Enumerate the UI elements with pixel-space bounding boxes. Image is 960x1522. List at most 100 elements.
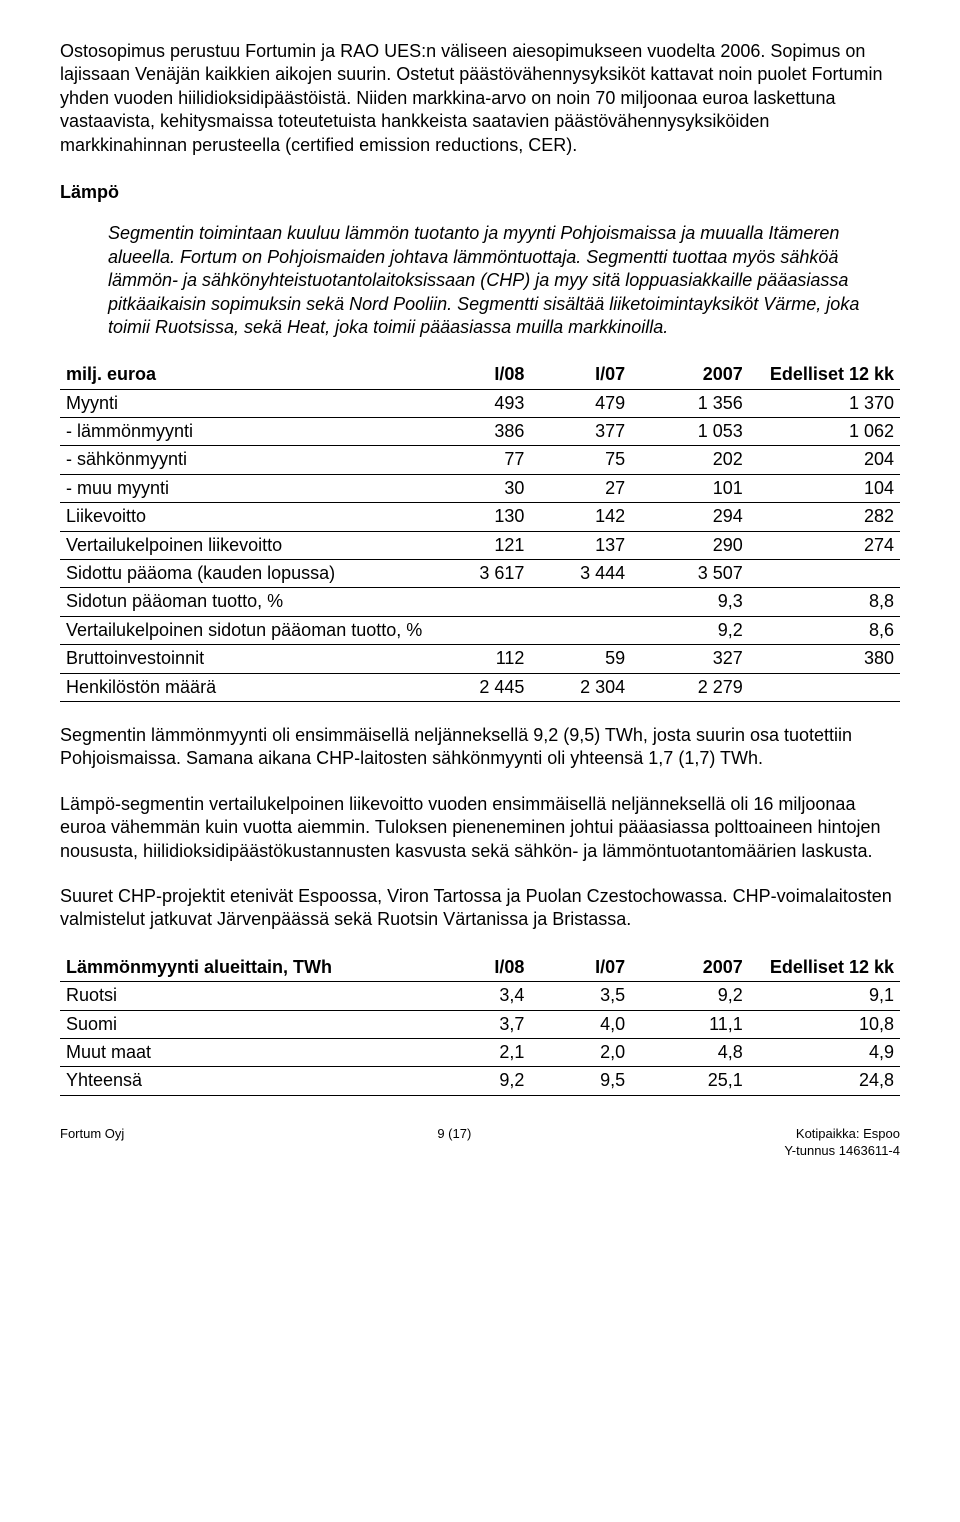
heat-sales-table: Lämmönmyynti alueittain, TWh I/08 I/07 2… — [60, 954, 900, 1096]
table-row: Sidotun pääoman tuotto, % 9,38,8 — [60, 588, 900, 616]
row-label: Sidottu pääoma (kauden lopussa) — [60, 560, 430, 588]
row-label: - sähkönmyynti — [60, 446, 430, 474]
table-row: Muut maat2,12,04,84,9 — [60, 1038, 900, 1066]
col-header: milj. euroa — [60, 361, 430, 389]
table-row: Henkilöstön määrä2 4452 3042 279 — [60, 673, 900, 701]
cell-value: 493 — [430, 389, 531, 417]
row-label: Vertailukelpoinen liikevoitto — [60, 531, 430, 559]
row-label: Liikevoitto — [60, 503, 430, 531]
col-header: Edelliset 12 kk — [749, 954, 900, 982]
cell-value: 11,1 — [631, 1010, 749, 1038]
col-header: 2007 — [631, 361, 749, 389]
table-row: Vertailukelpoinen sidotun pääoman tuotto… — [60, 616, 900, 644]
cell-value: 9,3 — [631, 588, 749, 616]
cell-value: 137 — [530, 531, 631, 559]
row-label: Myynti — [60, 389, 430, 417]
cell-value: 479 — [530, 389, 631, 417]
section-heading-lampo: Lämpö — [60, 181, 900, 204]
cell-value: 282 — [749, 503, 900, 531]
cell-value: 101 — [631, 474, 749, 502]
footer-right: Kotipaikka: Espoo Y-tunnus 1463611-4 — [784, 1126, 900, 1160]
cell-value: 25,1 — [631, 1067, 749, 1095]
cell-value: 204 — [749, 446, 900, 474]
cell-value: 59 — [530, 645, 631, 673]
page-footer: Fortum Oyj 9 (17) Kotipaikka: Espoo Y-tu… — [60, 1126, 900, 1160]
cell-value: 1 370 — [749, 389, 900, 417]
cell-value: 112 — [430, 645, 531, 673]
cell-value: 9,2 — [631, 616, 749, 644]
table-row: Ruotsi3,43,59,29,1 — [60, 982, 900, 1010]
cell-value: 1 062 — [749, 418, 900, 446]
cell-value: 4,9 — [749, 1038, 900, 1066]
cell-value: 3,5 — [530, 982, 631, 1010]
cell-value — [430, 588, 531, 616]
cell-value: 75 — [530, 446, 631, 474]
cell-value: 327 — [631, 645, 749, 673]
body-paragraph: Suuret CHP-projektit etenivät Espoossa, … — [60, 885, 900, 932]
footer-page-number: 9 (17) — [437, 1126, 471, 1160]
col-header: Lämmönmyynti alueittain, TWh — [60, 954, 430, 982]
col-header: Edelliset 12 kk — [749, 361, 900, 389]
cell-value: 1 053 — [631, 418, 749, 446]
cell-value: 2,1 — [430, 1038, 531, 1066]
cell-value: 202 — [631, 446, 749, 474]
intro-paragraph: Ostosopimus perustuu Fortumin ja RAO UES… — [60, 40, 900, 157]
cell-value: 3 444 — [530, 560, 631, 588]
body-paragraph: Segmentin lämmönmyynti oli ensimmäisellä… — [60, 724, 900, 771]
cell-value: 27 — [530, 474, 631, 502]
cell-value: 8,6 — [749, 616, 900, 644]
table-row: Sidottu pääoma (kauden lopussa)3 6173 44… — [60, 560, 900, 588]
col-header: I/07 — [530, 361, 631, 389]
row-label: Yhteensä — [60, 1067, 430, 1095]
cell-value: 377 — [530, 418, 631, 446]
table-row: Liikevoitto130142294282 — [60, 503, 900, 531]
cell-value — [530, 616, 631, 644]
cell-value: 294 — [631, 503, 749, 531]
body-paragraph: Lämpö-segmentin vertailukelpoinen liikev… — [60, 793, 900, 863]
table-row: Yhteensä9,29,525,124,8 — [60, 1067, 900, 1095]
footer-left: Fortum Oyj — [60, 1126, 124, 1160]
row-label: Vertailukelpoinen sidotun pääoman tuotto… — [60, 616, 430, 644]
cell-value: 10,8 — [749, 1010, 900, 1038]
cell-value: 2,0 — [530, 1038, 631, 1066]
col-header: I/08 — [430, 361, 531, 389]
cell-value: 130 — [430, 503, 531, 531]
cell-value: 3 507 — [631, 560, 749, 588]
cell-value: 8,8 — [749, 588, 900, 616]
table-header-row: Lämmönmyynti alueittain, TWh I/08 I/07 2… — [60, 954, 900, 982]
cell-value: 3 617 — [430, 560, 531, 588]
cell-value — [530, 588, 631, 616]
row-label: - lämmönmyynti — [60, 418, 430, 446]
cell-value: 1 356 — [631, 389, 749, 417]
cell-value: 121 — [430, 531, 531, 559]
cell-value: 142 — [530, 503, 631, 531]
cell-value: 30 — [430, 474, 531, 502]
cell-value: 290 — [631, 531, 749, 559]
cell-value: 4,0 — [530, 1010, 631, 1038]
row-label: Ruotsi — [60, 982, 430, 1010]
table-header-row: milj. euroa I/08 I/07 2007 Edelliset 12 … — [60, 361, 900, 389]
row-label: - muu myynti — [60, 474, 430, 502]
cell-value: 104 — [749, 474, 900, 502]
cell-value — [749, 673, 900, 701]
col-header: I/07 — [530, 954, 631, 982]
row-label: Muut maat — [60, 1038, 430, 1066]
cell-value: 2 279 — [631, 673, 749, 701]
row-label: Sidotun pääoman tuotto, % — [60, 588, 430, 616]
table-row: - muu myynti3027101104 — [60, 474, 900, 502]
cell-value: 3,4 — [430, 982, 531, 1010]
cell-value: 9,5 — [530, 1067, 631, 1095]
cell-value: 9,1 — [749, 982, 900, 1010]
col-header: 2007 — [631, 954, 749, 982]
cell-value: 380 — [749, 645, 900, 673]
cell-value: 386 — [430, 418, 531, 446]
lampo-description: Segmentin toimintaan kuuluu lämmön tuota… — [108, 222, 900, 339]
cell-value: 2 304 — [530, 673, 631, 701]
cell-value — [749, 560, 900, 588]
row-label: Bruttoinvestoinnit — [60, 645, 430, 673]
cell-value: 2 445 — [430, 673, 531, 701]
table-row: Vertailukelpoinen liikevoitto12113729027… — [60, 531, 900, 559]
table-row: - sähkönmyynti7775202204 — [60, 446, 900, 474]
cell-value — [430, 616, 531, 644]
table-row: Bruttoinvestoinnit11259327380 — [60, 645, 900, 673]
